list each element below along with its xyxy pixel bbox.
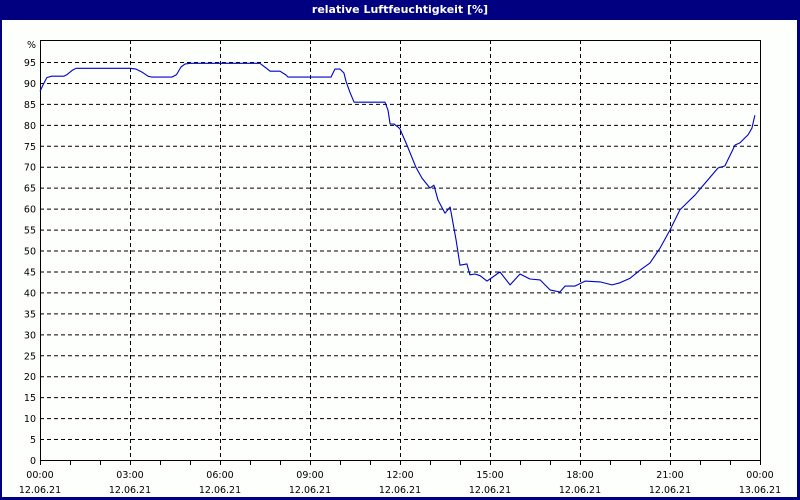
y-tick-label: 10: [24, 414, 36, 425]
y-tick-label: 90: [24, 79, 36, 90]
x-tick-date-label: 12.06.21: [109, 485, 151, 496]
y-tick-label: 30: [24, 330, 36, 341]
x-tick-date-label: 12.06.21: [379, 485, 421, 496]
y-tick-label: 20: [24, 372, 36, 383]
x-tick-date-label: 13.06.21: [739, 485, 781, 496]
y-tick-label: 35: [24, 309, 36, 320]
y-tick-label: 40: [24, 288, 36, 299]
x-tick-date-label: 12.06.21: [199, 485, 241, 496]
line-chart: 0 5 10 15 20 25 30 35 40 45 50 55 60 65 70 75 80 85 90 95% 0…: [19, 40, 781, 496]
x-tick-time-label: 00:00: [26, 470, 53, 481]
x-tick-date-label: 12.06.21: [19, 485, 61, 496]
y-tick-label: 60: [24, 205, 36, 216]
y-tick-label: 0: [30, 456, 36, 467]
chart-title: relative Luftfeuchtigkeit [%]: [311, 3, 489, 16]
x-tick-time-label: 12:00: [386, 470, 413, 481]
y-tick-label: 80: [24, 121, 36, 132]
x-tick-date-label: 12.06.21: [559, 485, 601, 496]
y-tick-label: 25: [24, 351, 36, 362]
chart-canvas: 0 5 10 15 20 25 30 35 40 45 50 55 60 65 70 75 80 85 90 95% 0…: [2, 20, 797, 497]
x-tick-time-label: 03:00: [116, 470, 143, 481]
x-tick-time-label: 06:00: [206, 470, 233, 481]
x-tick-date-label: 12.06.21: [469, 485, 511, 496]
x-tick-time-label: 09:00: [296, 470, 323, 481]
x-tick-date-label: 12.06.21: [649, 485, 691, 496]
humidity-series-line: [39, 62, 756, 293]
y-tick-label: 5: [30, 435, 36, 446]
y-tick-label: 50: [24, 247, 36, 258]
x-tick-time-label: 21:00: [656, 470, 683, 481]
y-tick-label: 45: [24, 267, 36, 278]
y-tick-label: 55: [24, 226, 36, 237]
y-tick-label: 70: [24, 163, 36, 174]
y-tick-label: 15: [24, 393, 36, 404]
y-tick-label: 75: [24, 142, 36, 153]
y-tick-label: 65: [24, 184, 36, 195]
x-tick-date-label: 12.06.21: [289, 485, 331, 496]
x-tick-time-label: 15:00: [476, 470, 503, 481]
x-tick-time-label: 00:00: [746, 470, 773, 481]
y-tick-label: 85: [24, 100, 36, 111]
x-tick-time-label: 18:00: [566, 470, 593, 481]
y-unit-label: %: [27, 40, 36, 51]
y-tick-label: 95: [24, 58, 36, 69]
